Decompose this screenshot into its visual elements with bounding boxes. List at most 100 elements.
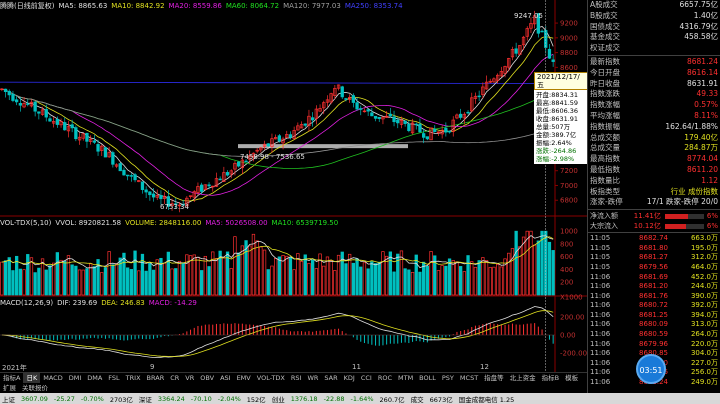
extra-ticker: 国金成都电信 1.25 [458,395,515,404]
volume-bar [159,257,163,296]
candle-body [329,93,333,103]
volume-bar [207,266,211,296]
indicator-tab[interactable]: CR [170,374,180,382]
row-label: 今日开盘 [590,67,620,77]
macd-value: MACD: -14.29 [148,299,197,307]
indicator-tab[interactable]: 模板 [565,374,579,382]
candle-body [407,123,411,132]
stat-row: 涨家-跌停 17/1 跌家-跌停 20/0 [588,197,720,208]
tick-price: 8682.74 [639,234,668,243]
indicator-tab[interactable]: OBV [200,374,215,382]
indicator-tab[interactable]: FSL [108,374,120,382]
ma120-value: MA120: 7977.03 [283,2,341,10]
indicator-tab[interactable]: TRIX [125,374,141,382]
candle-body [288,134,293,138]
indicator-tab[interactable]: SAR [324,374,338,382]
tooltip-volume: 总量:507万 [536,123,571,131]
row-label: 板指类型 [590,186,620,196]
candle-body [63,122,67,131]
ma20-line [1,53,554,196]
volume-bar [392,271,396,296]
candle-body [196,186,200,193]
stat-row: 指数量比 1.12 [588,176,720,187]
candle-body [174,203,178,205]
indicator-tab[interactable]: 指盘等 [484,374,504,382]
volume-bar [148,262,152,296]
indicator-tab[interactable]: RSI [290,374,302,382]
tick-price: 8681.25 [639,310,668,319]
tick-time: 11:06 [590,358,611,367]
candle-body [322,102,326,109]
tick-list[interactable]: 11:05 8682.74 663.0万 11:05 8681.80 195.0万 11:0… [588,234,720,388]
indicator-tab-bar: 指标A 日K MACD DMI DMA FSL TRIX BRAR CR VR OBV ASI EMV V… [0,372,587,383]
macd-axis-label: -200.00 [560,350,587,358]
volume-bar [507,252,511,296]
candle-body [177,204,182,207]
candle-body [3,88,8,93]
candle-body [285,134,289,138]
extension-tab[interactable]: 扩展 [3,384,16,392]
indicator-tab[interactable]: VOL-TDX [256,374,285,382]
kline-chart-area[interactable]: 9200900088008600840082008000780076007400… [0,0,588,372]
volume-bar [200,270,204,296]
volume-bar [166,251,170,296]
row-label: 总成交额 [590,132,620,142]
candle-body [544,30,548,48]
kline-chart-svg[interactable]: 9200900088008600840082008000780076007400… [0,0,587,372]
candle-body [447,130,452,133]
volume-bar [177,260,182,296]
price-axis-label: 8800 [560,49,578,57]
volume-bar [137,270,141,296]
indicator-tab[interactable]: 日K [23,373,41,383]
volume-axis-label: 600 [560,253,573,261]
indicator-tab[interactable]: ASI [220,374,231,382]
volume-bar [429,251,433,296]
indicator-tab[interactable]: BRAR [146,374,165,382]
ma250-line [0,81,556,85]
indicator-tab[interactable]: 指标B [541,374,560,382]
indicator-tab[interactable]: MCST [459,374,479,382]
volume-bar [362,262,367,296]
indicator-tab[interactable]: EMV [236,374,251,382]
stat-row: 昨日收盘 8631.91 [588,79,720,90]
volume-bar [259,246,263,296]
candle-body [540,30,544,33]
indicator-tab[interactable]: CCI [360,374,372,382]
volume-bar [477,260,481,296]
divider [588,209,720,211]
indicator-tab[interactable]: DMA [87,374,103,382]
indicator-tab[interactable]: VR [185,374,195,382]
indicator-tab[interactable]: MACD [43,374,63,382]
sz-value: 3364.24 [157,394,185,403]
volume-bar [15,255,19,296]
macd-legend: MACD(12,26,9) DIF: 239.69 DEA: 246.83 MA… [0,298,197,308]
extension-tab[interactable]: 关联报价 [22,384,48,392]
macd-axis-label: 200.00 [560,314,585,322]
row-value: 49.33 [696,89,718,99]
candle-body [459,113,463,118]
sz-change: -70.10 [190,394,212,403]
indicator-tab[interactable]: DMI [68,374,82,382]
indicator-tab[interactable]: WR [307,374,319,382]
volume-bar [52,262,56,296]
indicator-tab[interactable]: 指标A [3,374,21,382]
vol-ma5-line [1,234,554,269]
float-clock-button[interactable]: 03:51 [636,354,666,384]
indicator-tab[interactable]: MTM [397,374,414,382]
indicator-tab[interactable]: KDJ [343,374,355,382]
volume-bar [233,236,237,296]
indicator-tab[interactable]: ROC [377,374,392,382]
tick-time: 11:06 [590,349,611,358]
candle-body [277,135,281,142]
volume-bar [296,253,300,296]
tick-price: 8681.20 [639,282,668,291]
candle-body [148,191,152,196]
candle-body [270,138,274,147]
volume-bar [63,260,67,296]
indicator-tab[interactable]: 北上资金 [509,374,536,382]
indicator-tab[interactable]: PSY [441,374,454,382]
volume-bar [425,265,429,296]
candle-body [403,120,407,124]
volume-bar [96,259,100,296]
indicator-tab[interactable]: BOLL [419,374,436,382]
